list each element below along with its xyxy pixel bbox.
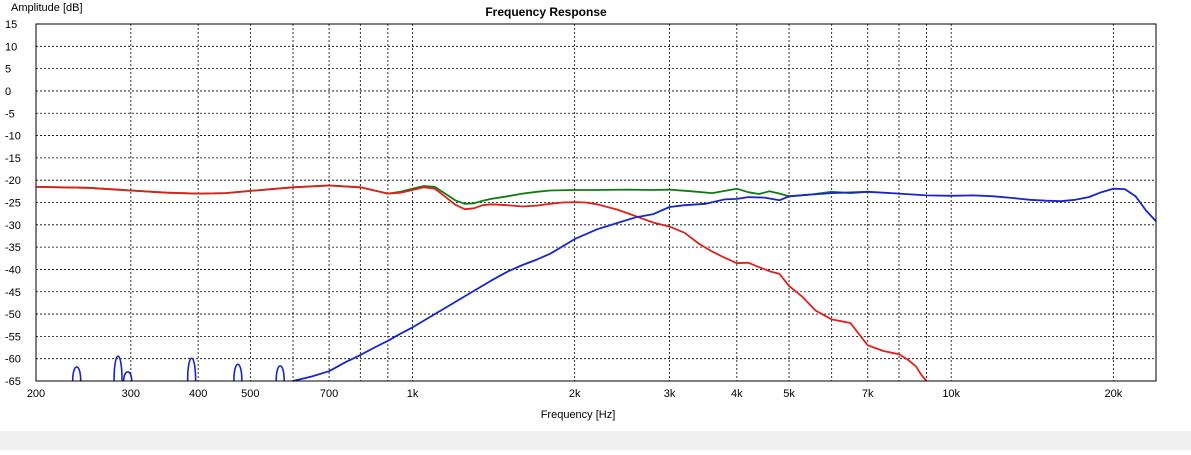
x-tick-label: 7k xyxy=(862,388,874,400)
blue-response-line xyxy=(292,187,1157,382)
blue-noise-peak xyxy=(233,363,243,382)
x-tick-label: 1k xyxy=(407,388,419,400)
x-tick-label: 5k xyxy=(783,388,795,400)
blue-noise-peak xyxy=(71,366,82,382)
y-tick-label: -65 xyxy=(5,376,21,388)
y-tick-label: -10 xyxy=(5,131,21,143)
y-tick-label: -15 xyxy=(5,153,21,165)
x-tick-label: 3k xyxy=(664,388,676,400)
red-response-line xyxy=(35,184,928,382)
y-tick-label: 10 xyxy=(5,41,17,53)
y-tick-label: -5 xyxy=(5,108,15,120)
y-tick-label: 0 xyxy=(5,86,11,98)
x-tick-label: 300 xyxy=(122,388,140,400)
y-tick-label: -20 xyxy=(5,175,21,187)
chart-panel xyxy=(0,0,1191,431)
x-tick-label: 4k xyxy=(731,388,743,400)
x-tick-label: 10k xyxy=(942,388,960,400)
blue-noise-peak xyxy=(275,365,285,382)
y-tick-label: -25 xyxy=(5,198,21,210)
y-tick-label: -35 xyxy=(5,242,21,254)
x-tick-label: 200 xyxy=(27,388,45,400)
y-tick-label: -60 xyxy=(5,354,21,366)
blue-noise-peak xyxy=(186,357,197,382)
y-tick-label: -30 xyxy=(5,220,21,232)
y-tick-label: -55 xyxy=(5,331,21,343)
x-tick-label: 500 xyxy=(241,388,259,400)
y-tick-label: -50 xyxy=(5,309,21,321)
series-layer xyxy=(35,184,1157,382)
y-axis-label: Amplitude [dB] xyxy=(11,2,83,14)
plot-frame xyxy=(35,23,1157,382)
x-tick-label: 700 xyxy=(320,388,338,400)
x-tick-label: 2k xyxy=(569,388,581,400)
y-tick-label: 15 xyxy=(5,19,17,31)
chart-title: Frequency Response xyxy=(485,5,607,19)
blue-noise-peak xyxy=(122,371,133,382)
y-tick-label: 5 xyxy=(5,64,11,76)
blue-noise-peak xyxy=(113,355,123,382)
x-tick-label: 20k xyxy=(1104,388,1122,400)
grid-layer xyxy=(36,24,1156,381)
y-tick-label: -40 xyxy=(5,264,21,276)
y-tick-label: -45 xyxy=(5,287,21,299)
tick-layer: 15 10 5 0 -5 -10 -15 -20 -25 -30 -35 -40 -45 -50 -55 -6… xyxy=(5,19,1123,400)
x-tick-label: 400 xyxy=(189,388,207,400)
x-axis-label: Frequency [Hz] xyxy=(541,409,616,421)
